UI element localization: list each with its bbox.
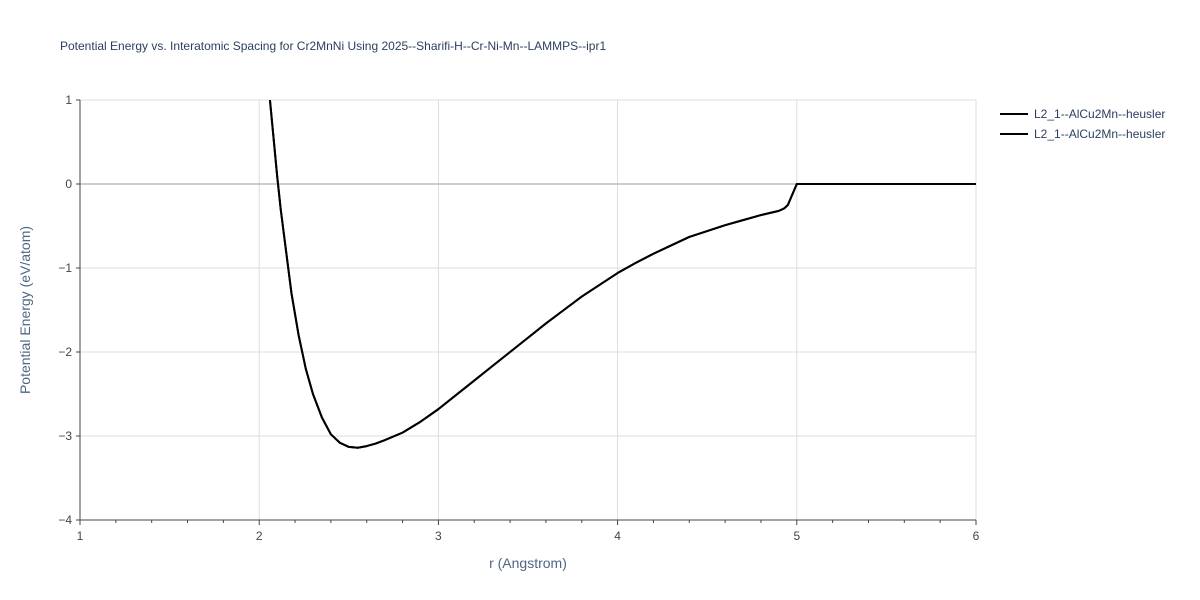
legend: L2_1--AlCu2Mn--heusler L2_1--AlCu2Mn--he… [1000,107,1165,141]
y-tick-label: 1 [65,93,72,107]
series-line-2 [268,100,976,449]
x-tick-label: 3 [435,529,442,543]
x-tick-label: 4 [614,529,621,543]
legend-item-2[interactable]: L2_1--AlCu2Mn--heusler [1000,127,1165,141]
legend-label-2: L2_1--AlCu2Mn--heusler [1034,127,1165,141]
y-axis-title: Potential Energy (eV/atom) [17,226,33,394]
legend-item-1[interactable]: L2_1--AlCu2Mn--heusler [1000,107,1165,121]
chart-title: Potential Energy vs. Interatomic Spacing… [60,39,606,53]
grid-lines [80,99,977,520]
x-axis-title: r (Angstrom) [489,555,567,571]
y-tick-label: −1 [58,261,72,275]
series-line-1 [268,100,976,449]
y-tick-label: −4 [58,513,72,527]
x-tick-label: 1 [77,529,84,543]
legend-label-1: L2_1--AlCu2Mn--heusler [1034,107,1165,121]
y-tick-label: −2 [58,345,72,359]
y-tick-label: −3 [58,429,72,443]
x-tick-label: 5 [793,529,800,543]
tick-marks [76,99,977,525]
x-tick-label: 6 [973,529,980,543]
x-tick-labels: 1 2 3 4 5 6 [77,529,980,543]
series-lines [268,100,976,449]
y-tick-labels: 1 0 −1 −2 −3 −4 [58,93,72,527]
x-tick-label: 2 [256,529,263,543]
y-tick-label: 0 [65,177,72,191]
